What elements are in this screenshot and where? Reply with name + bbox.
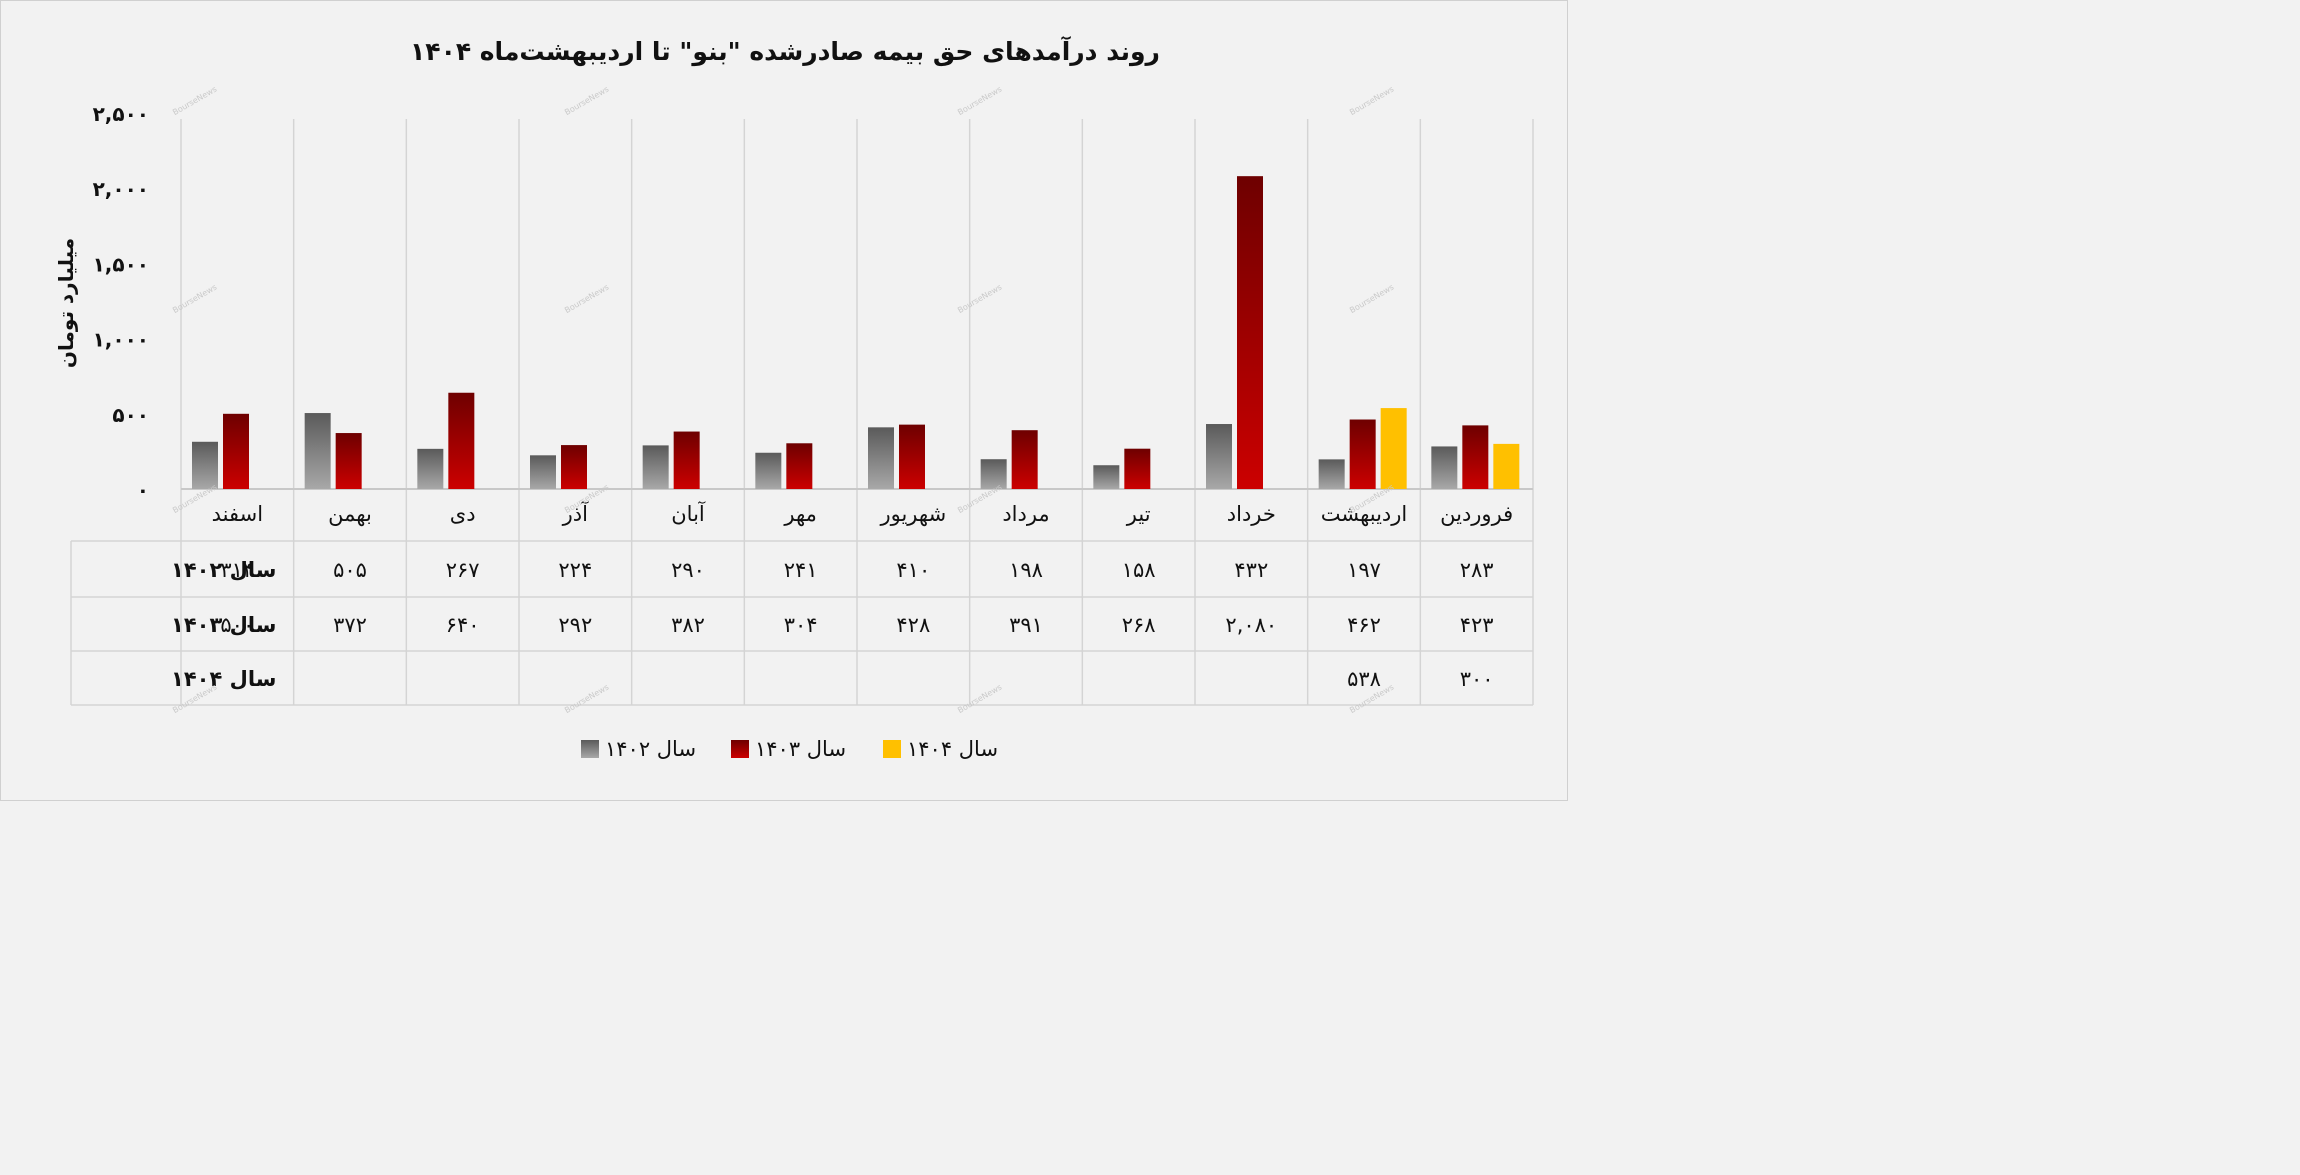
watermark-text: BourseNews: [956, 85, 1003, 118]
category-label: تیر: [1126, 502, 1151, 526]
category-label: آبان: [671, 501, 706, 526]
table-cell: ۲۹۲: [558, 613, 592, 637]
bar: [335, 433, 362, 489]
table-cell: ۳۸۲: [671, 613, 705, 637]
y-tick-label: ۲,۰۰۰: [93, 177, 149, 201]
watermark-text: BourseNews: [563, 283, 610, 316]
bar: [1237, 176, 1263, 489]
chart-title: روند درآمدهای حق بیمه صادرشده "بنو" تا ا…: [410, 36, 1160, 67]
bar: [530, 455, 556, 489]
category-label: مهر: [783, 502, 817, 526]
table-cell: ۴۳۲: [1234, 558, 1268, 582]
bar: [673, 431, 700, 489]
legend-swatch: [731, 740, 749, 758]
bar: [192, 441, 218, 489]
category-label: فروردین: [1440, 502, 1513, 526]
y-axis-label: میلیارد تومان: [54, 238, 78, 368]
watermark-text: BourseNews: [563, 85, 610, 118]
y-tick-label: ۵۰۰: [112, 403, 149, 427]
bar: [868, 427, 894, 489]
table-cell: ۳۹۱: [1009, 613, 1043, 637]
table-cell: ۳۰۰: [1460, 667, 1494, 691]
bar: [1093, 465, 1120, 489]
table-row-header: سال ۱۴۰۲: [171, 558, 276, 582]
bar: [1431, 446, 1458, 489]
bar: [642, 445, 669, 489]
y-tick-label: ۱,۵۰۰: [93, 252, 149, 276]
bar: [1380, 408, 1407, 489]
table-cell: ۵۰۰: [220, 613, 254, 637]
bar: [1318, 459, 1345, 489]
bar: [1349, 419, 1376, 489]
category-label: دی: [450, 502, 476, 526]
watermark-text: BourseNews: [563, 683, 610, 716]
table-row-header: سال ۱۴۰۳: [171, 613, 276, 637]
table-cell: ۴۲۸: [896, 613, 930, 637]
table-cell: ۱۹۸: [1009, 558, 1043, 582]
bar: [1124, 448, 1151, 489]
table-cell: ۳۰۴: [784, 613, 818, 637]
table-row-header: سال ۱۴۰۴: [171, 667, 276, 691]
table-cell: ۳۷۲: [333, 613, 367, 637]
bar: [561, 445, 587, 489]
legend-swatch: [581, 740, 599, 758]
watermark-text: BourseNews: [1348, 85, 1395, 118]
table-cell: ۲۸۳: [1460, 558, 1494, 582]
table-cell: ۲۲۴: [558, 558, 592, 582]
bar: [755, 452, 782, 489]
watermark-text: BourseNews: [956, 483, 1003, 516]
y-tick-label: ۲,۵۰۰: [93, 102, 149, 126]
table-cell: ۳۱۴: [220, 558, 254, 582]
category-label: بهمن: [328, 502, 372, 526]
category-label: اسفند: [212, 502, 263, 526]
table-cell: ۵۳۸: [1347, 667, 1381, 691]
legend-swatch: [883, 740, 901, 758]
table-cell: ۶۴۰: [446, 613, 480, 637]
table-cell: ۲۴۱: [784, 558, 818, 582]
watermark-text: BourseNews: [171, 85, 218, 118]
y-tick-label: ۱,۰۰۰: [93, 328, 149, 352]
table-cell: ۲۶۸: [1122, 613, 1156, 637]
bar: [786, 443, 813, 489]
bar: [1462, 425, 1489, 489]
category-label: مرداد: [1002, 502, 1049, 526]
bar: [448, 392, 475, 489]
bar: [899, 424, 925, 489]
watermark-text: BourseNews: [171, 283, 218, 316]
table-cell: ۲۶۷: [446, 558, 480, 582]
legend-label: سال ۱۴۰۳: [755, 737, 846, 761]
table-cell: ۱۹۷: [1347, 558, 1381, 582]
table-cell: ۱۵۸: [1122, 558, 1156, 582]
table-cell: ۵۰۵: [333, 558, 367, 582]
category-label: خرداد: [1227, 502, 1276, 526]
table-cell: ۴۲۳: [1460, 613, 1494, 637]
table-cell: ۴۱۰: [896, 558, 930, 582]
bar: [1011, 430, 1038, 489]
table-cell: ۴۶۲: [1347, 613, 1381, 637]
bar-chart: روند درآمدهای حق بیمه صادرشده "بنو" تا ا…: [54, 36, 1534, 761]
watermark-text: BourseNews: [956, 283, 1003, 316]
y-tick-label: ۰: [137, 478, 149, 502]
bar: [417, 448, 444, 489]
category-label: شهریور: [879, 502, 946, 526]
table-cell: ۲,۰۸۰: [1225, 613, 1277, 637]
chart-frame: روند درآمدهای حق بیمه صادرشده "بنو" تا ا…: [0, 0, 1568, 801]
table-cell: ۲۹۰: [671, 558, 705, 582]
watermark-text: BourseNews: [956, 683, 1003, 716]
category-label: اردیبهشت: [1321, 502, 1408, 526]
category-label: آذر: [562, 501, 589, 526]
bar: [223, 413, 249, 489]
bar: [1206, 424, 1232, 489]
bar: [304, 413, 331, 489]
legend-label: سال ۱۴۰۲: [605, 737, 696, 761]
legend-label: سال ۱۴۰۴: [907, 737, 998, 761]
bar: [980, 459, 1007, 489]
watermark-text: BourseNews: [1348, 283, 1395, 316]
bar: [1493, 443, 1520, 489]
